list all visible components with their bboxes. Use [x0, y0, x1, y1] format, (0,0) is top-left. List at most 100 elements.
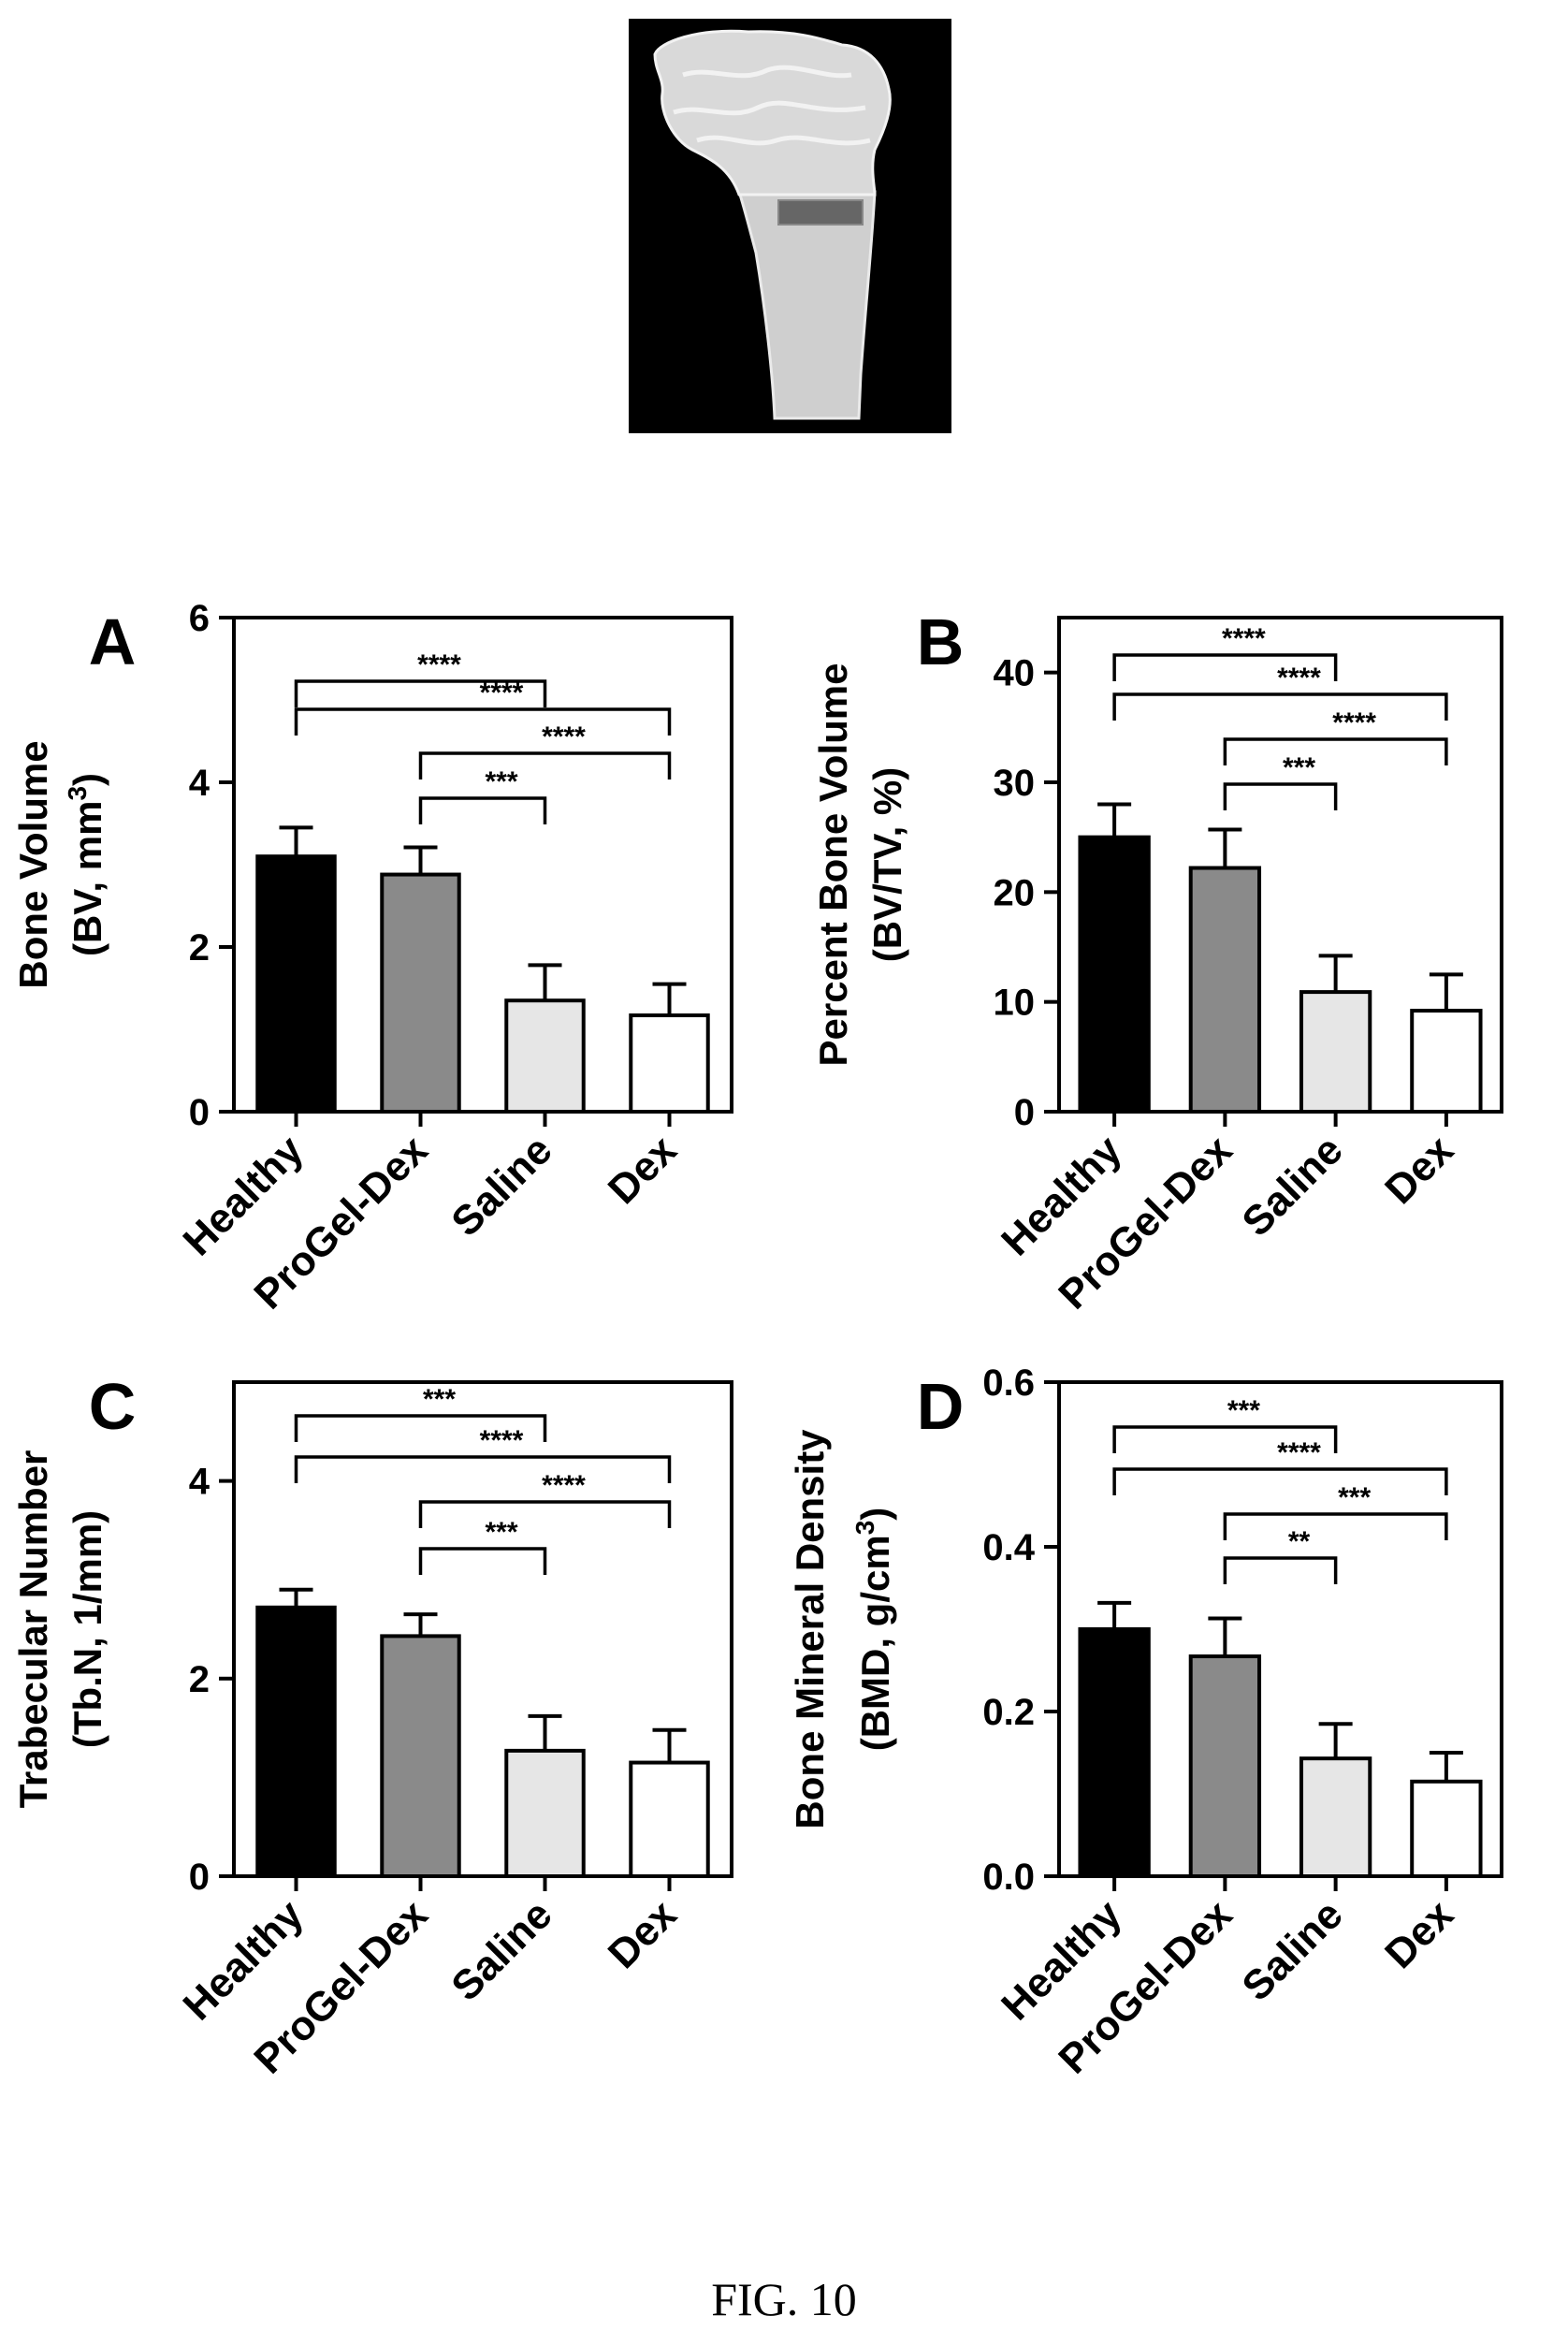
y-tick-label: 6 — [189, 598, 210, 639]
bracket-line — [294, 1455, 672, 1483]
bar-progel-dex — [1188, 1654, 1262, 1879]
y-axis-label-line1: Bone Volume — [11, 740, 55, 988]
y-tick-label: 20 — [994, 872, 1036, 913]
x-tick-label-dex: Dex — [600, 1891, 686, 1977]
plot-frame — [232, 616, 733, 1114]
plot-frame — [1057, 616, 1503, 1114]
bracket-line — [418, 1547, 547, 1575]
x-tick-label-saline: Saline — [1233, 1891, 1351, 2009]
significance-bracket: **** — [294, 649, 547, 707]
significance-label: **** — [1332, 707, 1376, 738]
panel-letter: C — [89, 1370, 137, 1443]
bar-dex — [629, 1013, 710, 1115]
y-tick-label: 0.6 — [982, 1362, 1035, 1404]
bracket-line — [1223, 737, 1448, 765]
bar-healthy — [1078, 1627, 1151, 1878]
bar-progel-dex — [380, 1634, 461, 1878]
y-tick-label: 4 — [189, 763, 211, 804]
bracket-line — [294, 679, 547, 707]
y-axis-label-line2-text: (BMD, g/cm — [853, 1535, 897, 1751]
y-tick-label: 4 — [189, 1462, 211, 1503]
x-tick-label-saline: Saline — [443, 1127, 560, 1245]
significance-bracket: **** — [418, 1470, 672, 1528]
bracket-line — [1223, 1556, 1338, 1584]
significance-label: ** — [1288, 1526, 1311, 1557]
y-axis-label-line1: Bone Mineral Density — [788, 1429, 832, 1829]
significance-label: *** — [423, 1384, 456, 1415]
bar-progel-dex — [1188, 866, 1262, 1115]
figure-caption: FIG. 10 — [711, 2273, 857, 2325]
bar-healthy — [255, 854, 337, 1114]
panel-letter: D — [917, 1370, 965, 1443]
significance-label: *** — [1227, 1395, 1260, 1426]
y-axis-label-line2-text: (BV/TV, %) — [865, 767, 909, 962]
y-tick-label: 2 — [189, 927, 210, 969]
bone-shaft-shape — [736, 190, 877, 420]
y-axis-label-line2-text: (BV, mm — [65, 801, 109, 957]
panel-letter: B — [917, 605, 965, 678]
bracket-line — [1112, 692, 1448, 721]
significance-label: **** — [480, 1425, 524, 1456]
bracket-line — [294, 1414, 547, 1442]
micro-ct-image — [629, 19, 951, 433]
y-axis-label-line2: (BV, mm3) — [63, 773, 109, 956]
bracket-line — [418, 796, 547, 824]
significance-bracket: *** — [294, 1384, 547, 1442]
y-axis-label-line1: Trabecular Number — [11, 1450, 55, 1809]
significance-label: **** — [542, 721, 586, 752]
significance-bracket: *** — [418, 1517, 547, 1575]
bracket-line — [1223, 782, 1338, 810]
significance-label: *** — [485, 1517, 517, 1548]
x-tick-label-saline: Saline — [443, 1891, 560, 2009]
x-tick-label-dex: Dex — [1376, 1127, 1462, 1213]
panel-letter: A — [89, 605, 137, 678]
significance-label: **** — [1222, 623, 1266, 654]
region-of-interest — [777, 199, 864, 226]
y-axis-label-superscript: 3 — [850, 1521, 879, 1536]
y-tick-label: 0.0 — [982, 1857, 1035, 1898]
bracket-line — [418, 751, 672, 779]
y-axis-label-superscript: 3 — [63, 786, 92, 801]
bracket-line — [1223, 1512, 1448, 1540]
bar-saline — [1299, 1756, 1372, 1879]
significance-bracket: **** — [1112, 1437, 1448, 1495]
bar-healthy — [255, 1605, 337, 1878]
significance-bracket: **** — [418, 721, 672, 779]
bar-saline — [1299, 990, 1372, 1115]
significance-label: **** — [480, 677, 524, 708]
y-tick-label: 0.4 — [982, 1527, 1035, 1568]
y-axis-label-line2: (BMD, g/cm3) — [850, 1508, 897, 1752]
significance-bracket: *** — [418, 766, 547, 824]
y-tick-label: 30 — [994, 763, 1036, 804]
y-axis-label-line2-end: ) — [65, 773, 109, 786]
y-axis-label-line2-end: ) — [853, 1508, 897, 1521]
bracket-line — [1112, 653, 1338, 681]
significance-bracket: **** — [294, 677, 672, 736]
significance-bracket: *** — [1223, 1482, 1448, 1540]
significance-label: **** — [1277, 1437, 1321, 1468]
bar-saline — [504, 998, 586, 1114]
plot-frame — [1057, 1380, 1503, 1878]
y-tick-label: 0 — [189, 1857, 210, 1898]
significance-bracket: **** — [294, 1425, 672, 1483]
bar-dex — [1410, 1779, 1483, 1879]
bar-dex — [629, 1760, 710, 1879]
significance-bracket: **** — [1112, 663, 1448, 721]
significance-label: *** — [1338, 1482, 1371, 1513]
significance-bracket: *** — [1112, 1395, 1338, 1453]
y-tick-label: 0 — [1014, 1092, 1035, 1133]
significance-bracket: **** — [1223, 707, 1448, 765]
y-axis-label-line1: Percent Bone Volume — [811, 663, 855, 1067]
significance-label: **** — [1277, 663, 1321, 693]
y-tick-label: 0.2 — [982, 1692, 1035, 1733]
panel-d: D 0.0 0.2 0.4 0.6 Bone Mineral Density (BMD, g… — [788, 1362, 1503, 2083]
x-tick-label-dex: Dex — [600, 1127, 686, 1213]
x-tick-label-dex: Dex — [1376, 1891, 1462, 1977]
bracket-line — [1112, 1425, 1338, 1453]
plot-frame — [232, 1380, 733, 1878]
significance-label: *** — [1283, 752, 1315, 783]
